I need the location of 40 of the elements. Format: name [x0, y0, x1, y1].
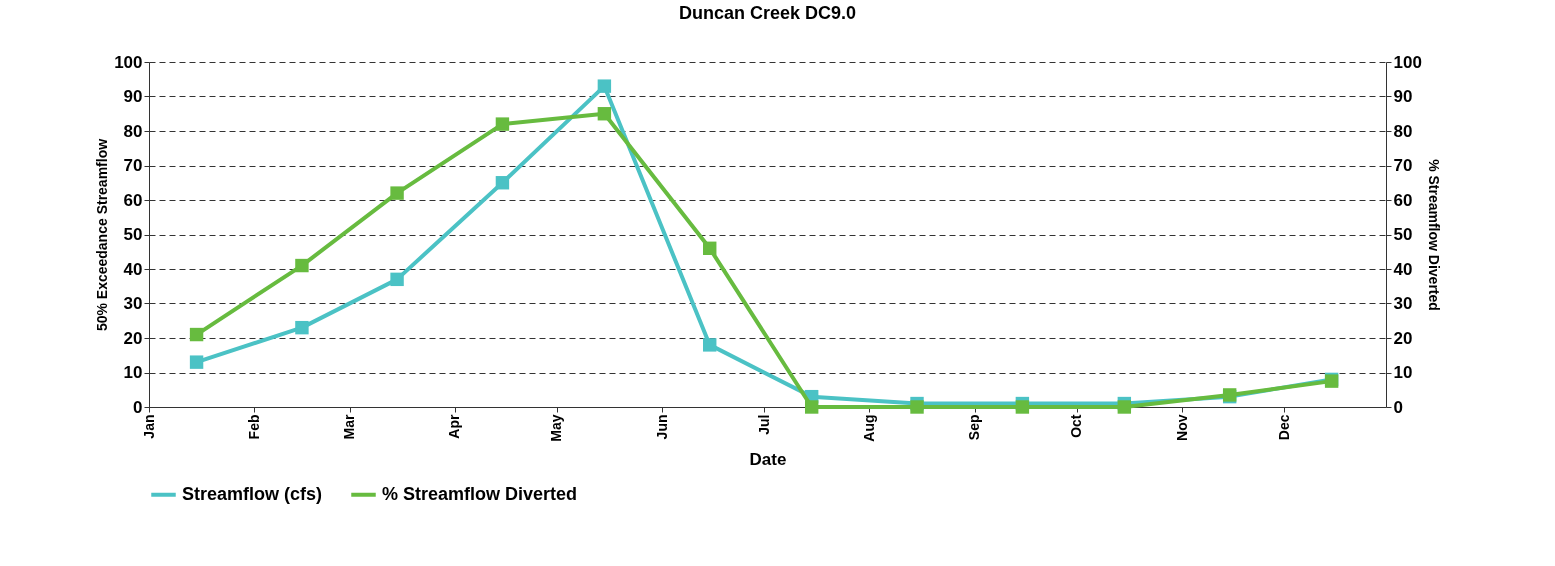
- x-tick-label: Jun: [653, 414, 670, 440]
- y2-tick-label: 20: [1393, 328, 1413, 348]
- legend-label: Streamflow (cfs): [182, 483, 323, 504]
- x-tick-label: Apr: [446, 413, 463, 439]
- x-tick-label: Dec: [1275, 414, 1292, 441]
- y-tick-label: 10: [123, 363, 143, 382]
- y-tick-label: 80: [123, 121, 143, 141]
- y2-tick-label: 10: [1393, 363, 1413, 382]
- y-tick-label: 100: [114, 52, 143, 72]
- y-tick-label: 70: [123, 156, 143, 175]
- y2-axis-title: % Streamflow Diverted: [1425, 159, 1442, 311]
- y-tick-label: 40: [123, 259, 143, 279]
- legend-label: % Streamflow Diverted: [382, 483, 578, 504]
- y-tick-label: 60: [123, 190, 143, 210]
- y2-tick-label: 50: [1393, 225, 1413, 244]
- y-tick-label: 20: [123, 328, 143, 348]
- y-tick-label: 30: [123, 294, 143, 313]
- y2-tick-label: 40: [1393, 259, 1413, 279]
- y2-tick-label: 70: [1393, 156, 1413, 175]
- x-tick-label: Mar: [341, 413, 357, 440]
- x-tick-label: Nov: [1173, 414, 1190, 441]
- x-tick-label: Sep: [966, 414, 983, 441]
- y2-tick-label: 60: [1393, 190, 1413, 210]
- y2-tick-label: 90: [1393, 87, 1413, 106]
- x-tick-label: Oct: [1068, 414, 1085, 438]
- x-tick-label: Aug: [860, 414, 877, 442]
- x-axis-title: Date: [749, 449, 787, 469]
- y-tick-label: 50: [123, 225, 143, 244]
- x-tick-label: Jan: [140, 414, 157, 439]
- y2-tick-label: 80: [1393, 121, 1413, 141]
- y-tick-label: 90: [123, 87, 143, 106]
- y2-tick-label: 0: [1393, 397, 1403, 417]
- y2-tick-label: 100: [1393, 52, 1422, 72]
- x-tick-label: Jul: [755, 414, 772, 435]
- chart-title: Duncan Creek DC9.0: [678, 3, 857, 23]
- y-axis-title: 50% Exceedance Streamflow: [94, 138, 111, 332]
- y2-tick-label: 30: [1393, 294, 1413, 313]
- x-tick-label: May: [548, 414, 565, 442]
- y-tick-label: 0: [133, 397, 143, 417]
- x-tick-label: Feb: [245, 414, 262, 440]
